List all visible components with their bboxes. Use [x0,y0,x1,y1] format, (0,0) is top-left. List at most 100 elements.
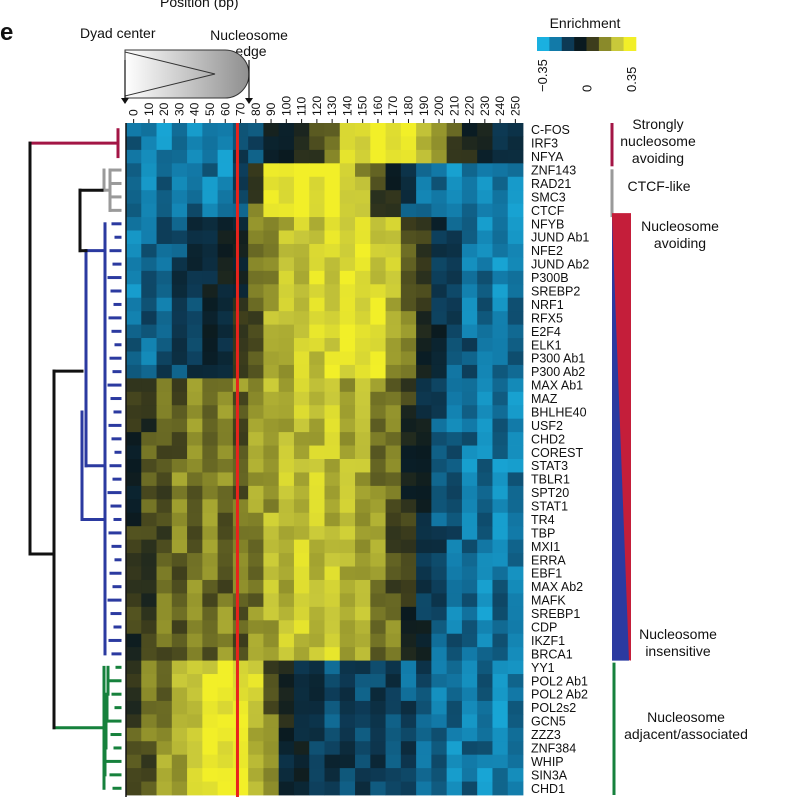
heatmap-cell [507,243,524,258]
heatmap-cell [446,674,463,688]
heatmap-cell [492,284,509,299]
heatmap-cell [126,163,142,178]
heatmap-cell [370,754,386,769]
heatmap-cell [171,781,188,796]
heatmap-cell [370,768,386,782]
heatmap-cell [309,203,325,218]
heatmap-cell [507,620,524,635]
colorbar-tick-label: −0.35 [535,59,550,92]
row-label: CHD1 [531,782,565,796]
heatmap-cell [156,338,173,352]
heatmap-cell [355,445,371,460]
heatmap-cell [385,149,402,164]
heatmap-cell [202,620,219,635]
heatmap-cell [324,284,341,299]
heatmap-cell [324,553,341,567]
heatmap-cell [171,512,188,527]
heatmap-cell [431,633,448,648]
heatmap-cell [416,324,432,339]
heatmap-cell [446,324,463,339]
heatmap-cell [324,378,341,393]
heatmap-cell [416,633,432,648]
heatmap-cell [309,418,325,433]
heatmap-cell [232,445,249,460]
heatmap-cell [232,257,249,272]
heatmap-cell [370,445,386,460]
heatmap-cell [477,553,493,567]
heatmap-cell [492,190,509,205]
x-tick-label: 190 [417,96,431,116]
heatmap-cell [187,620,203,635]
heatmap-cell [461,781,478,796]
heatmap-cell [293,660,310,675]
heatmap-cell [126,297,142,312]
heatmap-cell [202,391,219,406]
heatmap-cell [171,136,188,151]
heatmap-cell [171,526,188,541]
heatmap-cell [187,338,203,352]
heatmap-cell [248,405,264,420]
heatmap-cell [232,512,249,527]
heatmap-cell [416,284,432,299]
heatmap-cell [217,190,234,205]
heatmap-cell [416,539,432,554]
heatmap-cell [278,660,295,675]
heatmap-cell [309,687,325,702]
heatmap-cell [202,324,219,339]
heatmap-cell [217,768,234,782]
heatmap-cell [324,700,341,715]
heatmap-cell [232,270,249,285]
row-label: CHD2 [531,432,565,446]
heatmap-cell [202,687,219,702]
heatmap-cell [492,176,509,191]
heatmap-cell [446,647,463,661]
heatmap-cell [156,620,173,635]
heatmap-cell [339,297,356,312]
heatmap-cell [370,217,386,231]
heatmap-cell [156,163,173,178]
heatmap-cell [446,485,463,500]
heatmap-cell [370,176,386,191]
heatmap-cell [171,727,188,742]
heatmap-cell [156,606,173,621]
heatmap-cell [171,432,188,446]
heatmap-cell [187,351,203,366]
heatmap-cell [293,190,310,205]
heatmap-cell [278,123,295,137]
heatmap-cell [171,499,188,514]
heatmap-cell [446,754,463,769]
heatmap-cell [278,217,295,231]
row-label: COREST [531,446,583,460]
heatmap-cell [187,217,203,231]
heatmap-cell [446,526,463,541]
heatmap-cell [431,284,448,299]
heatmap-cell [263,566,280,581]
heatmap-cell [431,243,448,258]
heatmap-cell [400,647,417,661]
heatmap-cell [293,553,310,567]
heatmap-cell [507,378,524,393]
heatmap-cell [263,284,280,299]
heatmap-cell [187,136,203,151]
heatmap-cell [400,418,417,433]
row-label: BHLHE40 [531,405,587,419]
heatmap-cell [202,351,219,366]
heatmap-cell [141,418,157,433]
heatmap-cell [293,472,310,487]
heatmap-cell [355,553,371,567]
dendrogram [28,128,122,790]
heatmap-cell [507,230,524,245]
heatmap-cell [171,593,188,608]
heatmap-cell [431,472,448,487]
heatmap-cell [370,727,386,742]
heatmap-cell [507,270,524,285]
heatmap-cell [278,338,295,352]
heatmap-cell [278,324,295,339]
heatmap-cell [339,459,356,473]
heatmap-cell [385,176,402,191]
heatmap-cell [400,405,417,420]
heatmap-cell [355,700,371,715]
heatmap-cell [370,620,386,635]
heatmap-cell [339,566,356,581]
heatmap-cell [385,243,402,258]
